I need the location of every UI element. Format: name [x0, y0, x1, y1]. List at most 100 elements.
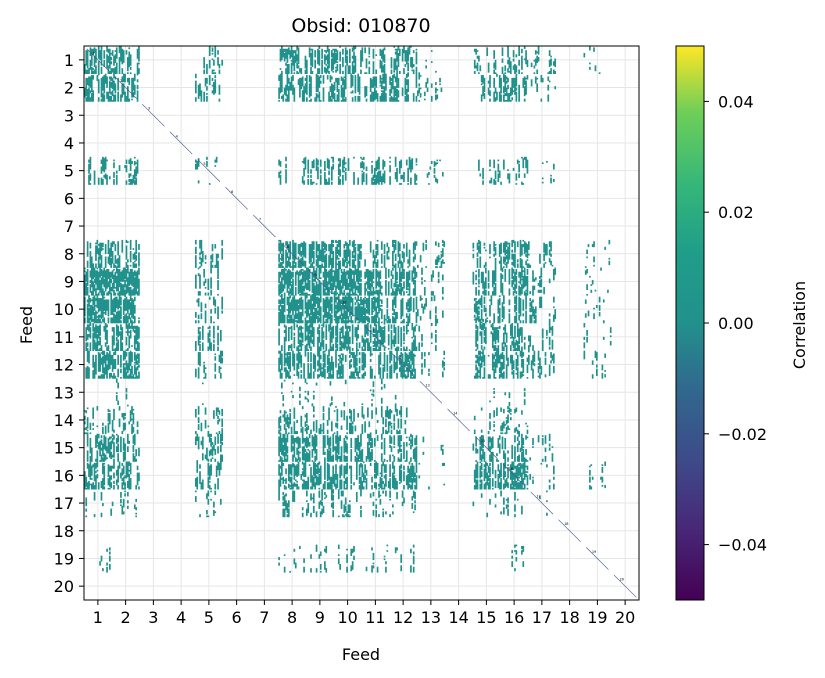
heatmap-cell: [97, 248, 100, 256]
heatmap-cell: [349, 465, 351, 469]
heatmap-cell: [394, 311, 397, 324]
heatmap-cell: [128, 299, 131, 310]
heatmap-cell: [315, 259, 318, 267]
heatmap-cell: [103, 267, 106, 278]
heatmap-cell: [121, 68, 124, 74]
heatmap-cell: [132, 435, 135, 444]
heatmap-cell: [383, 325, 386, 343]
heatmap-cell: [129, 173, 132, 177]
heatmap-cell: [473, 298, 476, 302]
heatmap-cell: [283, 267, 286, 289]
heatmap-cell: [396, 311, 398, 320]
heatmap-cell: [480, 94, 483, 102]
heatmap-cell: [84, 410, 86, 412]
heatmap-cell: [526, 475, 529, 486]
heatmap-cell: [132, 408, 135, 411]
heatmap-cell: [86, 482, 89, 490]
heatmap-cell: [478, 159, 480, 171]
heatmap-cell: [392, 313, 394, 315]
heatmap-cell: [373, 323, 376, 327]
heatmap-cell: [514, 472, 516, 487]
heatmap-cell: [494, 282, 497, 296]
heatmap-cell: [129, 350, 132, 367]
heatmap-cell: [322, 483, 325, 490]
heatmap-cell: [353, 51, 355, 63]
heatmap-cell: [480, 356, 483, 368]
heatmap-cell: [411, 323, 414, 331]
heatmap-cell: [404, 428, 407, 435]
heatmap-cell: [292, 454, 294, 462]
heatmap-cell: [285, 458, 287, 462]
heatmap-cell: [386, 242, 389, 248]
diagonal-label: 10: [342, 301, 346, 305]
heatmap-cell: [500, 462, 502, 478]
heatmap-cell: [387, 246, 390, 253]
heatmap-cell: [84, 270, 86, 273]
heatmap-cell: [518, 345, 520, 351]
heatmap-cell: [332, 156, 335, 163]
heatmap-cell: [504, 342, 507, 347]
heatmap-cell: [405, 159, 408, 166]
heatmap-cell: [346, 296, 348, 320]
heatmap-cell: [525, 292, 527, 296]
heatmap-cell: [299, 68, 301, 73]
heatmap-cell: [365, 166, 368, 171]
heatmap-cell: [339, 360, 341, 364]
x-tick-label: 11: [365, 608, 385, 627]
heatmap-cell: [92, 267, 95, 279]
heatmap-cell: [294, 242, 297, 260]
heatmap-cell: [372, 249, 375, 259]
heatmap-cell: [278, 271, 280, 284]
heatmap-cell: [484, 249, 487, 252]
heatmap-cell: [89, 437, 92, 454]
heatmap-cell: [380, 464, 383, 478]
heatmap-cell: [436, 159, 439, 162]
heatmap-cell: [110, 82, 113, 88]
heatmap-cell: [125, 461, 128, 479]
heatmap-cell: [312, 250, 315, 264]
heatmap-cell: [218, 84, 221, 95]
heatmap-cell: [201, 403, 204, 406]
heatmap-cell: [412, 566, 415, 573]
heatmap-cell: [439, 77, 441, 83]
heatmap-cell: [296, 46, 298, 51]
heatmap-cell: [296, 436, 298, 444]
heatmap-cell: [415, 311, 418, 324]
heatmap-cell: [296, 353, 298, 361]
heatmap-cell: [215, 432, 218, 435]
heatmap-cell: [552, 465, 555, 475]
heatmap-cell: [290, 59, 293, 62]
heatmap-cell: [473, 415, 476, 421]
heatmap-cell: [486, 317, 489, 320]
heatmap-cell: [300, 68, 303, 74]
heatmap-cell: [525, 242, 527, 253]
heatmap-cell: [480, 345, 483, 350]
heatmap-cell: [282, 491, 285, 496]
heatmap-cell: [339, 563, 341, 570]
heatmap-cell: [326, 281, 329, 296]
heatmap-cell: [519, 320, 522, 324]
diagonal-label: 20: [620, 578, 624, 582]
heatmap-cell: [326, 482, 329, 490]
heatmap-cell: [373, 178, 376, 185]
heatmap-cell: [306, 424, 308, 426]
heatmap-cell: [407, 473, 409, 490]
heatmap-cell: [117, 91, 119, 102]
heatmap-cell: [337, 359, 340, 361]
x-tick-label: 20: [615, 608, 635, 627]
heatmap-cell: [376, 270, 379, 278]
heatmap-cell: [211, 58, 214, 61]
heatmap-cell: [372, 281, 375, 284]
heatmap-cell: [108, 475, 111, 487]
heatmap-cell: [290, 284, 293, 296]
heatmap-cell: [550, 260, 552, 266]
heatmap-cell: [321, 324, 323, 327]
heatmap-cell: [385, 418, 387, 428]
heatmap-cell: [114, 350, 117, 356]
heatmap-cell: [483, 323, 486, 329]
heatmap-cell: [525, 465, 527, 468]
heatmap-cell: [505, 426, 508, 435]
heatmap-cell: [332, 509, 335, 518]
heatmap-cell: [206, 156, 208, 160]
heatmap-cell: [85, 426, 88, 430]
